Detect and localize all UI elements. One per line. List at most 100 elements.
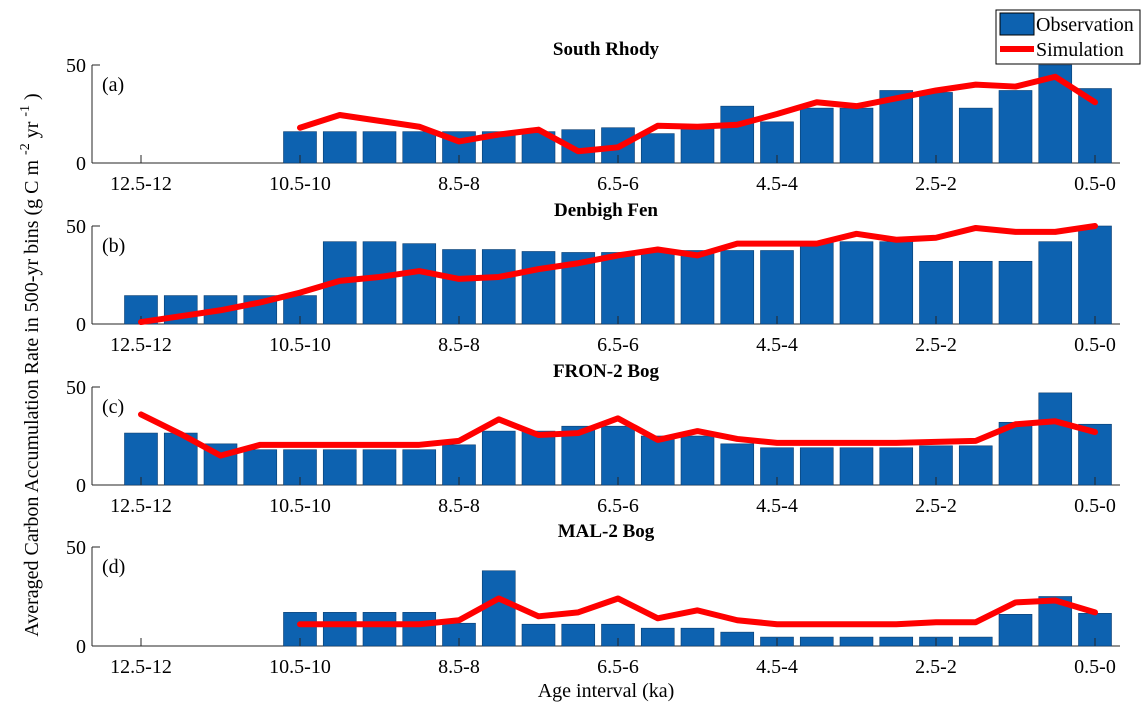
observation-bar bbox=[998, 260, 1033, 325]
observation-bar bbox=[879, 447, 914, 486]
observation-bar bbox=[362, 449, 397, 486]
observation-bar bbox=[958, 107, 993, 164]
x-tick-label: 0.5-0 bbox=[1074, 173, 1116, 195]
x-tick-label: 10.5-10 bbox=[269, 334, 331, 356]
observation-bar bbox=[481, 430, 516, 486]
observation-bar bbox=[402, 449, 437, 486]
observation-bar bbox=[1038, 392, 1073, 486]
observation-bar bbox=[601, 252, 635, 325]
observation-bar bbox=[839, 447, 874, 486]
panel-title: South Rhody bbox=[553, 39, 660, 60]
observation-bar bbox=[1078, 225, 1112, 325]
x-axis-label: Age interval (ka) bbox=[538, 680, 675, 702]
panel-3: 0 50 12.5-12 10.5-10 8.5-8 6.5-6 4.5-4 2.5-2 0.5… bbox=[66, 361, 1120, 517]
observation-bar bbox=[720, 631, 755, 647]
observation-bar bbox=[799, 636, 834, 647]
x-tick-label: 4.5-4 bbox=[756, 334, 798, 356]
y-tick-label: 0 bbox=[76, 314, 86, 336]
y-axis-label-main: Averaged Carbon Accumulation Rate in 500… bbox=[21, 160, 43, 637]
observation-bar bbox=[362, 131, 397, 164]
observation-bar bbox=[919, 92, 953, 164]
x-tick-label: 8.5-8 bbox=[438, 334, 480, 356]
observation-bar bbox=[640, 250, 675, 325]
panel-4: 0 50 12.5-12 10.5-10 8.5-8 6.5-6 4.5-4 2.5-2 0.5… bbox=[66, 521, 1120, 678]
observation-bar bbox=[839, 241, 874, 325]
observation-bar bbox=[640, 627, 675, 647]
y-tick-label: 50 bbox=[66, 537, 86, 559]
panel-letter: (a) bbox=[102, 74, 124, 96]
y-tick-label: 50 bbox=[66, 55, 86, 77]
observation-bar bbox=[799, 447, 834, 486]
observation-bar bbox=[680, 125, 715, 164]
observation-bar bbox=[879, 636, 914, 647]
x-tick-label: 2.5-2 bbox=[915, 334, 957, 356]
observation-bar bbox=[1038, 241, 1073, 325]
y-axis-label: Averaged Carbon Accumulation Rate in 500… bbox=[12, 93, 43, 636]
x-tick-label: 12.5-12 bbox=[110, 495, 172, 517]
x-tick-label: 0.5-0 bbox=[1074, 495, 1116, 517]
observation-bar bbox=[839, 636, 874, 647]
observation-bar bbox=[640, 435, 675, 486]
x-tick-label: 8.5-8 bbox=[438, 173, 480, 195]
observation-bar bbox=[958, 260, 993, 325]
x-tick-label: 6.5-6 bbox=[597, 334, 639, 356]
y-tick-label: 0 bbox=[76, 153, 86, 175]
observation-bar bbox=[958, 636, 993, 647]
x-tick-label: 0.5-0 bbox=[1074, 334, 1116, 356]
x-tick-label: 2.5-2 bbox=[915, 495, 957, 517]
observation-bar bbox=[760, 250, 794, 325]
observation-bar bbox=[124, 432, 158, 486]
x-tick-label: 12.5-12 bbox=[110, 334, 172, 356]
observation-bar bbox=[760, 121, 794, 164]
y-axis-label-end: ) bbox=[21, 93, 43, 100]
observation-bar bbox=[442, 249, 476, 325]
panel-2: 0 50 12.5-12 10.5-10 8.5-8 6.5-6 4.5-4 2.5-2 0.5… bbox=[66, 200, 1120, 356]
y-tick-label: 0 bbox=[76, 475, 86, 497]
observation-bar bbox=[998, 614, 1033, 647]
x-tick-label: 6.5-6 bbox=[597, 656, 639, 678]
x-tick-label: 6.5-6 bbox=[597, 173, 639, 195]
legend: Observation Simulation bbox=[995, 9, 1141, 65]
observation-bar bbox=[481, 570, 516, 647]
panel-title: MAL-2 Bog bbox=[558, 521, 655, 542]
y-axis-label-mid: yr bbox=[21, 121, 43, 138]
x-tick-label: 12.5-12 bbox=[110, 656, 172, 678]
x-tick-label: 2.5-2 bbox=[915, 656, 957, 678]
observation-bar bbox=[998, 421, 1033, 486]
observation-bar bbox=[1078, 88, 1112, 164]
observation-bar bbox=[839, 107, 874, 164]
simulation-line bbox=[138, 411, 1098, 459]
x-tick-label: 10.5-10 bbox=[269, 656, 331, 678]
panel-title: FRON-2 Bog bbox=[553, 361, 660, 382]
x-tick-label: 6.5-6 bbox=[597, 495, 639, 517]
observation-bar bbox=[799, 107, 834, 164]
simulation-line bbox=[297, 595, 1098, 628]
observation-bar bbox=[919, 260, 953, 325]
legend-observation-swatch bbox=[999, 12, 1035, 36]
x-tick-label: 0.5-0 bbox=[1074, 656, 1116, 678]
panel-letter: (c) bbox=[102, 396, 124, 418]
panel-letter: (d) bbox=[102, 556, 125, 578]
chart-panels: 0 50 12.5-12 10.5-10 8.5-8 6.5-6 4.5-4 2.5-2 0.5… bbox=[66, 39, 1120, 678]
observation-bar bbox=[322, 449, 357, 486]
observation-bar bbox=[402, 612, 437, 647]
observation-bar bbox=[521, 623, 556, 647]
observation-bar bbox=[640, 133, 675, 164]
y-tick-label: 0 bbox=[76, 636, 86, 658]
simulation-line bbox=[297, 73, 1098, 155]
observation-bar bbox=[521, 430, 556, 486]
y-tick-label: 50 bbox=[66, 377, 86, 399]
observation-bar bbox=[481, 249, 516, 325]
observation-bar bbox=[402, 131, 437, 164]
observation-bar bbox=[322, 612, 357, 647]
observation-bar bbox=[561, 623, 596, 647]
observation-bar bbox=[362, 241, 397, 325]
observation-bar bbox=[680, 627, 715, 647]
x-tick-label: 4.5-4 bbox=[756, 173, 798, 195]
x-tick-label: 4.5-4 bbox=[756, 495, 798, 517]
y-axis-label-sup1: -2 bbox=[18, 143, 33, 155]
observation-bar bbox=[879, 241, 914, 325]
observation-bar bbox=[680, 250, 715, 325]
x-tick-label: 10.5-10 bbox=[269, 173, 331, 195]
